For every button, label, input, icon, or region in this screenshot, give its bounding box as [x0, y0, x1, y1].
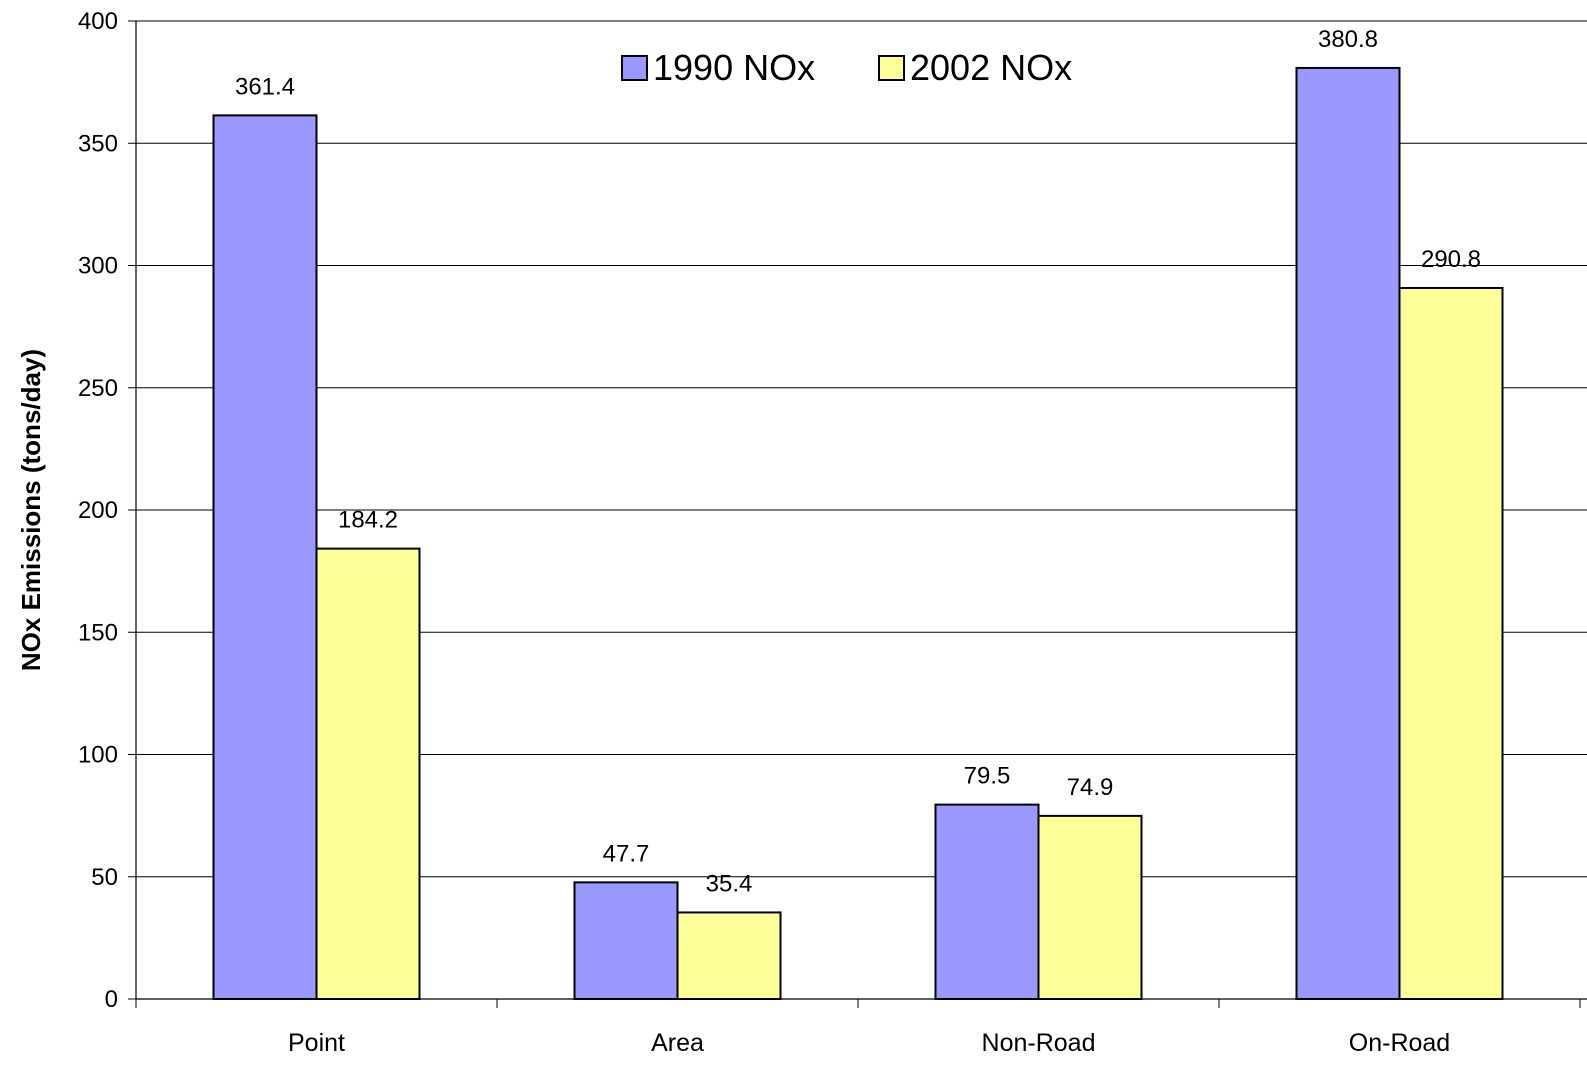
data-label: 74.9	[1067, 774, 1114, 801]
legend-label: 1990 NOx	[653, 47, 815, 88]
data-labels: 361.4 184.2 47.7 35.4 79.5 74.9 380.8 290.8	[235, 26, 1481, 898]
data-label: 361.4	[235, 73, 295, 100]
data-label: 79.5	[964, 763, 1011, 790]
bar-2002-nox	[1037, 814, 1143, 1000]
bar-1990-nox	[934, 803, 1040, 1000]
bar-2002-nox	[1398, 286, 1504, 1000]
data-label: 47.7	[603, 840, 650, 867]
bar-2002-nox	[676, 911, 782, 1001]
bars	[212, 66, 1504, 1001]
x-tick-label: Non-Road	[982, 1029, 1096, 1057]
axes: 0 50 100 150 200 250 300 350 400 Point Area Non-Roa…	[78, 8, 1587, 1057]
legend-label: 2002 NOx	[910, 47, 1072, 88]
y-axis-title: NOx Emissions (tons/day)	[16, 349, 46, 671]
y-tick-label: 0	[105, 986, 118, 1013]
y-tick-label: 400	[78, 8, 118, 35]
y-tick-label: 200	[78, 497, 118, 524]
bar-2002-nox	[315, 547, 421, 1000]
y-tick-label: 300	[78, 253, 118, 280]
data-label: 290.8	[1421, 246, 1481, 273]
bar-1990-nox	[1295, 66, 1401, 1001]
bar-1990-nox	[212, 114, 318, 1000]
x-tick-label: Point	[288, 1029, 345, 1057]
y-tick-label: 150	[78, 619, 118, 646]
data-label: 35.4	[706, 870, 753, 897]
y-tick-label: 100	[78, 742, 118, 769]
y-tick-label: 50	[91, 864, 118, 891]
legend-swatch	[878, 55, 905, 81]
y-tick-label: 350	[78, 130, 118, 157]
legend-swatch	[621, 55, 648, 81]
y-tick-label: 250	[78, 375, 118, 402]
x-tick-label: Area	[651, 1029, 704, 1057]
x-tick-label: On-Road	[1349, 1029, 1450, 1057]
legend: 1990 NOx 2002 NOx	[621, 47, 1072, 88]
data-label: 184.2	[338, 507, 398, 534]
bar-1990-nox	[573, 881, 679, 1000]
data-label: 380.8	[1318, 26, 1378, 53]
